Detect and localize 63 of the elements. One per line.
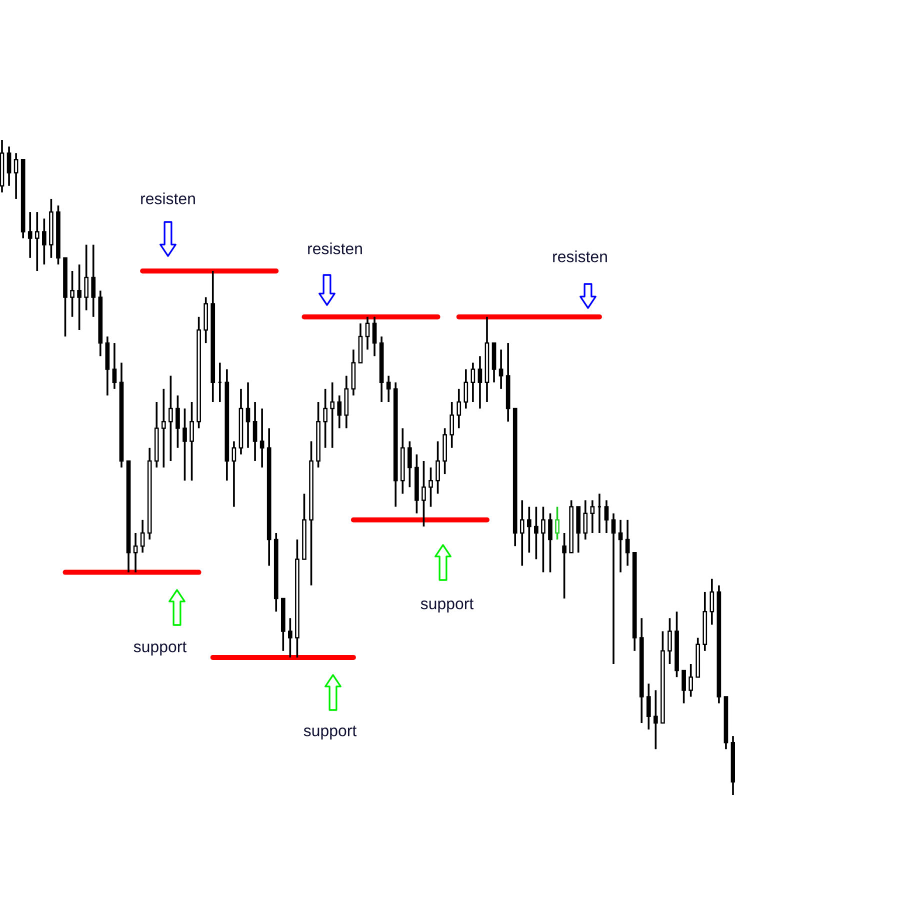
candlestick	[408, 440, 412, 488]
candlestick	[428, 466, 433, 508]
candlestick	[611, 512, 616, 665]
annotation: support	[134, 642, 187, 656]
candlestick	[260, 408, 264, 468]
candlestick	[422, 460, 426, 528]
candlestick	[372, 316, 377, 358]
candlestick	[478, 355, 482, 410]
candlestick	[323, 388, 328, 449]
candlestick	[526, 506, 532, 554]
candlestick	[246, 381, 250, 449]
candlestick	[91, 244, 96, 318]
annotation: resisten	[308, 242, 362, 254]
candlestick	[232, 440, 236, 508]
candlestick	[682, 670, 686, 704]
candlestick	[140, 518, 145, 554]
annotation: support	[304, 726, 357, 740]
candlestick	[34, 211, 40, 272]
candlestick	[14, 152, 18, 200]
candlestick	[688, 663, 693, 698]
candlestick	[288, 617, 292, 658]
candlestick	[337, 394, 342, 430]
candlestick	[646, 682, 651, 730]
candlestick	[182, 408, 187, 482]
candlestick	[534, 506, 538, 560]
candlestick	[654, 689, 658, 750]
candlestick	[42, 218, 46, 266]
candlestick	[498, 348, 504, 390]
candlestick	[583, 499, 588, 540]
candlestick	[28, 211, 32, 259]
candlestick	[176, 394, 180, 449]
candlestick	[470, 362, 476, 403]
candlestick	[464, 368, 468, 410]
candlestick	[190, 401, 194, 482]
candlestick	[386, 374, 391, 403]
candlestick	[456, 388, 462, 430]
candlestick	[555, 506, 560, 540]
candlestick	[133, 532, 138, 574]
candlestick	[168, 374, 173, 462]
candlestick	[70, 270, 74, 318]
candlestick	[252, 401, 258, 462]
candlestick	[710, 578, 714, 626]
candlestick	[604, 499, 609, 534]
candlestick	[84, 244, 89, 312]
candlestick	[590, 499, 595, 534]
candlestick	[668, 617, 672, 665]
annotation: resisten	[141, 192, 195, 204]
candlestick	[112, 342, 117, 390]
candlestick	[450, 401, 454, 449]
candlestick	[365, 316, 370, 351]
candlestick	[77, 264, 82, 331]
candlestick	[330, 381, 335, 449]
candlestick	[625, 518, 630, 567]
candlestick	[548, 512, 552, 574]
candlestick	[562, 532, 566, 600]
candlestick	[541, 506, 546, 574]
candlestick	[618, 518, 623, 574]
annotation: resisten	[553, 250, 607, 262]
candlestick	[436, 440, 440, 495]
candlestick	[6, 146, 12, 187]
annotation: support	[420, 598, 474, 612]
candlestick	[161, 388, 166, 468]
candlestick	[520, 499, 524, 567]
